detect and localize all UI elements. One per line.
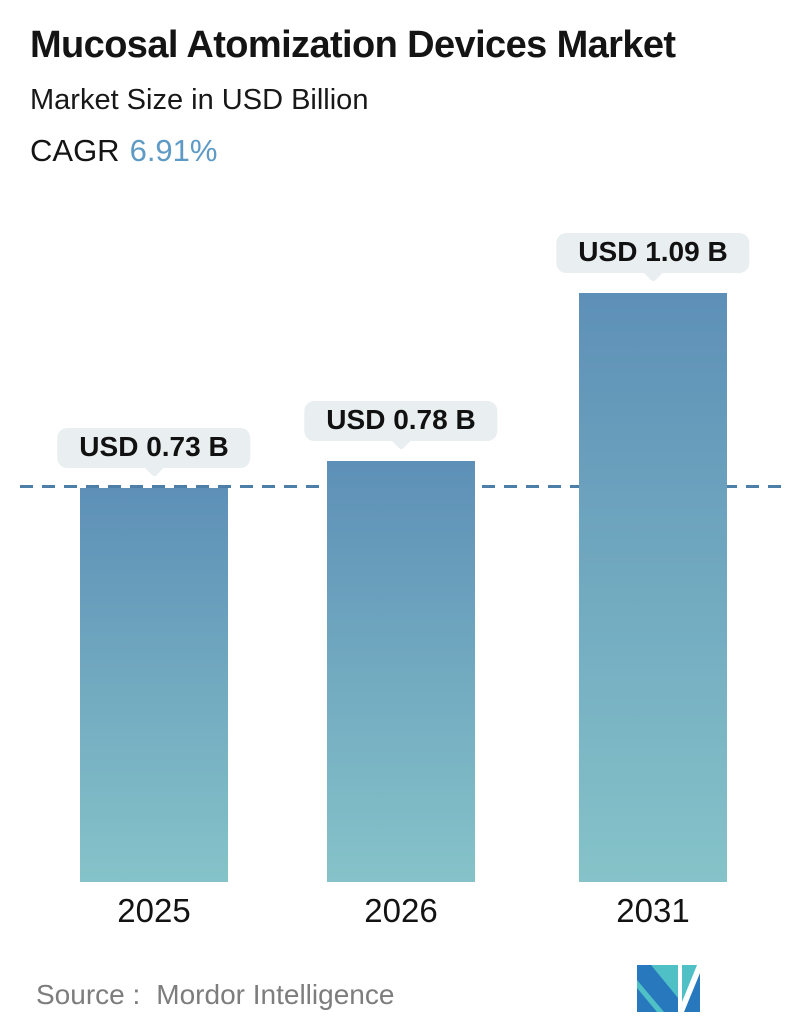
value-label-bubble: USD 1.09 B bbox=[556, 233, 750, 273]
value-label: USD 1.09 B bbox=[578, 236, 728, 267]
bar-group-2025: USD 0.73 B bbox=[57, 428, 251, 882]
cagr-row: CAGR 6.91% bbox=[30, 133, 217, 169]
bar-group-2031: USD 1.09 B bbox=[556, 233, 750, 882]
bar-group-2026: USD 0.78 B bbox=[304, 401, 498, 882]
bar-2025 bbox=[80, 488, 228, 882]
mordor-intelligence-logo-icon bbox=[637, 965, 700, 1012]
value-label: USD 0.78 B bbox=[326, 404, 476, 435]
plot-area: USD 0.73 B USD 0.78 B USD 1.09 B bbox=[0, 0, 796, 882]
x-axis-label-2031: 2031 bbox=[616, 892, 690, 929]
page-title: Mucosal Atomization Devices Market bbox=[30, 24, 676, 66]
source-label: Source : bbox=[36, 979, 141, 1010]
x-axis-label-2025: 2025 bbox=[117, 892, 191, 929]
value-label: USD 0.73 B bbox=[79, 431, 229, 462]
bar-2031 bbox=[579, 293, 727, 882]
source-attribution: Source : Mordor Intelligence bbox=[36, 979, 394, 1011]
value-label-bubble: USD 0.73 B bbox=[57, 428, 251, 468]
chart-subtitle: Market Size in USD Billion bbox=[30, 84, 369, 116]
value-label-bubble: USD 0.78 B bbox=[304, 401, 498, 441]
source-value: Mordor Intelligence bbox=[156, 979, 395, 1010]
cagr-label: CAGR bbox=[30, 133, 120, 168]
x-axis-label-2026: 2026 bbox=[364, 892, 438, 929]
cagr-value: 6.91% bbox=[129, 133, 218, 168]
bar-2026 bbox=[327, 461, 475, 882]
